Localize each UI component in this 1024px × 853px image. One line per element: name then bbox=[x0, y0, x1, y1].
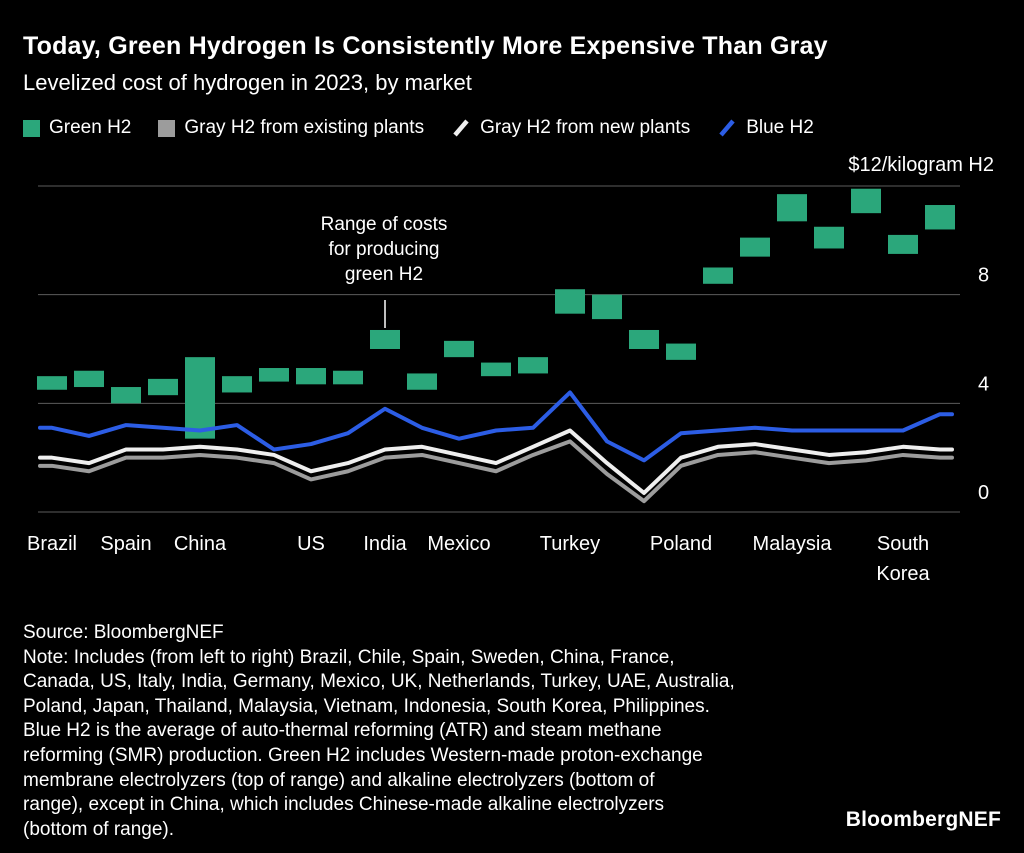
line-gray-h2-from-new-plants bbox=[38, 428, 954, 495]
footer: Source: BloombergNEF Note: Includes (fro… bbox=[23, 621, 883, 842]
green-range-bar-india bbox=[370, 329, 400, 349]
legend-item-green-h2: Green H2 bbox=[23, 117, 131, 139]
green-range-bar-france bbox=[222, 376, 252, 393]
legend-label-gray-existing: Gray H2 from existing plants bbox=[184, 117, 425, 138]
blue-slash-swatch-icon bbox=[719, 119, 735, 137]
white-slash-swatch-icon bbox=[453, 119, 469, 137]
green-range-bar-canada bbox=[259, 368, 289, 382]
x-label-south-korea: South Korea bbox=[876, 533, 930, 585]
bloombergnef-logo: BloombergNEF bbox=[845, 808, 1001, 831]
green-range-bar-us bbox=[296, 368, 326, 385]
x-label-poland: Poland bbox=[650, 533, 712, 555]
green-range-bar-spain bbox=[111, 387, 141, 404]
x-label-india: India bbox=[363, 533, 407, 555]
green-square-swatch-icon bbox=[23, 119, 40, 137]
green-range-bar-italy bbox=[333, 370, 363, 385]
gray-square-swatch-icon bbox=[158, 119, 176, 137]
green-range-bar-thailand bbox=[740, 237, 770, 257]
green-range-bar-australia bbox=[629, 329, 659, 349]
green-range-bar-uae bbox=[592, 294, 622, 320]
green-range-bar-germany bbox=[407, 373, 437, 390]
green-range-bar-uk bbox=[481, 362, 511, 377]
green-range-bar-indonesia bbox=[851, 188, 881, 214]
line-blue-h2 bbox=[38, 390, 954, 463]
x-label-spain: Spain bbox=[100, 533, 151, 555]
green-range-bar-south-korea bbox=[888, 234, 918, 254]
y-tick-label-8: 8 bbox=[978, 265, 989, 287]
green-range-bar-vietnam bbox=[814, 226, 844, 249]
green-range-bar-chile bbox=[74, 370, 104, 388]
legend-label-green-h2: Green H2 bbox=[49, 117, 132, 138]
green-range-bar-turkey bbox=[555, 289, 585, 314]
x-label-brazil: Brazil bbox=[27, 533, 77, 555]
green-range-bar-malaysia bbox=[777, 194, 807, 222]
green-range-bar-brazil bbox=[37, 376, 67, 390]
x-label-turkey: Turkey bbox=[540, 533, 600, 555]
y-tick-label-4: 4 bbox=[978, 373, 989, 395]
green-range-bar-mexico bbox=[444, 340, 474, 358]
y-tick-label-0: 0 bbox=[978, 482, 989, 504]
x-label-us: US bbox=[297, 533, 325, 555]
legend-item-gray-new: Gray H2 from new plants bbox=[451, 117, 690, 139]
legend-item-gray-existing: Gray H2 from existing plants bbox=[158, 117, 424, 139]
chart-title: Today, Green Hydrogen Is Consistently Mo… bbox=[23, 32, 828, 60]
green-range-bar-netherlands bbox=[518, 357, 548, 374]
green-range-bar-philippines bbox=[925, 205, 955, 230]
legend-label-gray-new: Gray H2 from new plants bbox=[480, 117, 691, 138]
green-range-bar-sweden bbox=[148, 378, 178, 396]
chart-subtitle: Levelized cost of hydrogen in 2023, by m… bbox=[23, 70, 472, 95]
legend: Green H2 Gray H2 from existing plants Gr… bbox=[23, 117, 814, 139]
note-text: Note: Includes (from left to right) Braz… bbox=[23, 646, 735, 840]
chart-area: $12/kilogram H2 8 4 0 Brazil Spain China US Ind… bbox=[0, 150, 1024, 600]
y-axis-unit-label: $12/kilogram H2 bbox=[848, 154, 994, 176]
legend-label-blue-h2: Blue H2 bbox=[746, 117, 814, 138]
hydrogen-cost-chart: 8 4 0 Brazil Spain China US India Mexico Turkey Po… bbox=[27, 185, 989, 585]
x-label-china: China bbox=[174, 533, 227, 555]
green-range-bar-poland bbox=[666, 343, 696, 360]
green-range-bar-china bbox=[185, 357, 215, 439]
line-gray-h2-from-existing-plants bbox=[38, 439, 954, 504]
legend-item-blue-h2: Blue H2 bbox=[717, 117, 814, 139]
x-label-malaysia: Malaysia bbox=[753, 533, 833, 555]
green-range-bar-japan bbox=[703, 267, 733, 284]
source-text: Source: BloombergNEF bbox=[23, 622, 224, 643]
chart-annotation: Range of costs for producing green H2 bbox=[320, 214, 448, 285]
x-label-mexico: Mexico bbox=[427, 533, 490, 555]
